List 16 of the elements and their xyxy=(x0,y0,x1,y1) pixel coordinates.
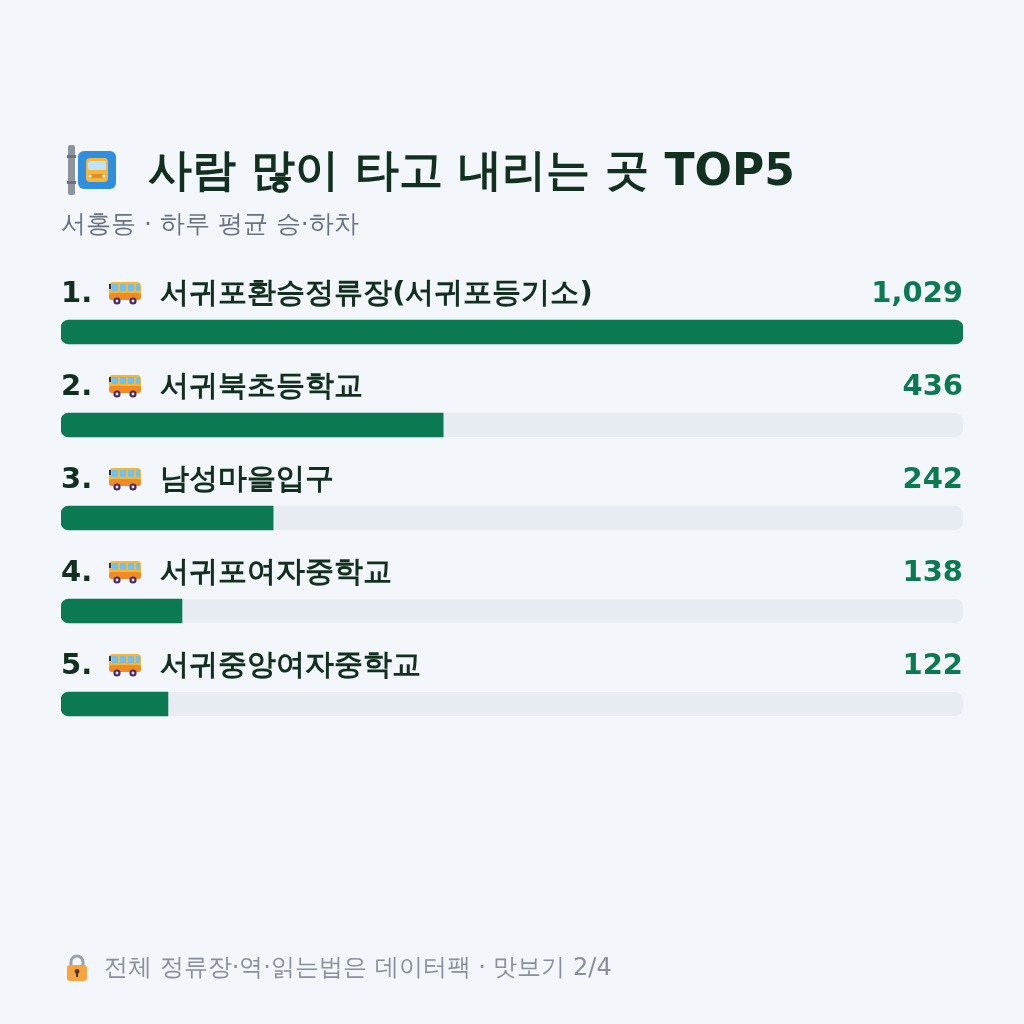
chart-title: 사람 많이 타고 내리는 곳 TOP5 xyxy=(148,143,795,197)
bar xyxy=(61,691,169,717)
bar xyxy=(61,598,183,624)
data-label: 138 xyxy=(902,553,963,588)
category-label: 3. 남성마을입구 xyxy=(61,460,335,495)
category-label: 5. 서귀중앙여자중학교 xyxy=(61,646,422,681)
bar xyxy=(61,505,274,531)
category-label: 2. 서귀북초등학교 xyxy=(61,367,364,402)
category-label: 1. 서귀포환승정류장(서귀포등기소) xyxy=(61,274,593,309)
data-label: 122 xyxy=(902,646,963,681)
data-label: 1,029 xyxy=(871,274,963,309)
chart-subtitle: 서홍동 · 하루 평균 승·하차 xyxy=(61,208,359,240)
category-label: 4. 서귀포여자중학교 xyxy=(61,553,393,588)
data-label: 436 xyxy=(902,367,963,402)
text: 전체 정류장·역·읽는법은 데이터팩 · 맛보기 2/4 xyxy=(104,952,612,983)
data-label: 242 xyxy=(902,460,963,495)
